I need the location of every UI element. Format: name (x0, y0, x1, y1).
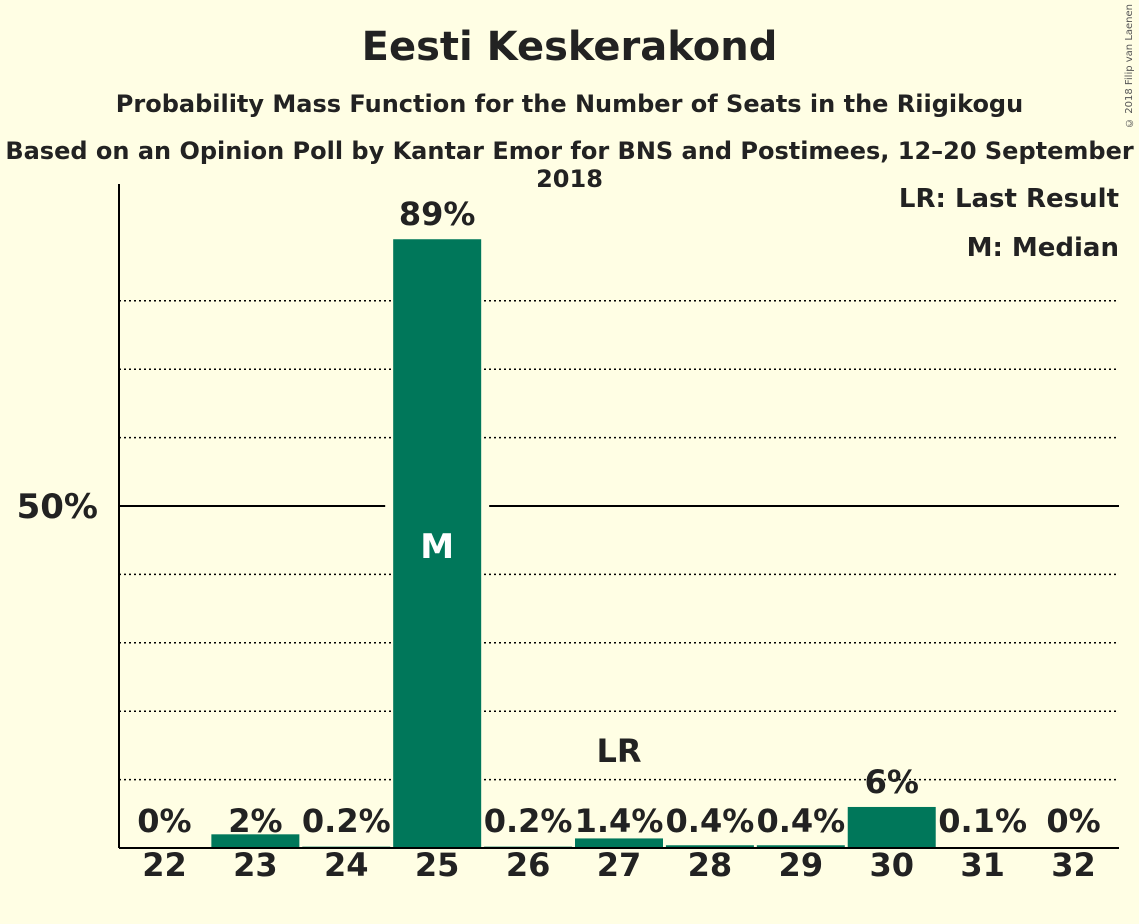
x-tick-label-30: 30 (869, 846, 914, 884)
value-label-24: 0.2% (302, 802, 391, 840)
legend-last-result: LR: Last Result (898, 184, 1119, 214)
x-tick-label-25: 25 (415, 846, 460, 884)
x-tick-label-29: 29 (779, 846, 824, 884)
x-tick-label-28: 28 (688, 846, 733, 884)
x-tick-label-22: 22 (142, 846, 187, 884)
value-label-26: 0.2% (484, 802, 573, 840)
bar-30 (847, 806, 936, 848)
gridlines (119, 300, 1119, 781)
bars (211, 239, 1027, 849)
bar-29 (756, 845, 845, 848)
x-tick-label-31: 31 (960, 846, 1005, 884)
last-result-marker: LR (596, 732, 641, 770)
labels: 50% 22 0% 23 2% 24 0.2% 25 89% M 26 0.2% 27 1.4% LR 28 0… (17, 195, 1101, 884)
value-label-25: 89% (399, 195, 476, 233)
x-tick-label-23: 23 (233, 846, 278, 884)
legend-median: M: Median (966, 233, 1119, 263)
bar-23 (211, 834, 300, 848)
value-label-22: 0% (137, 802, 191, 840)
x-tick-label-27: 27 (597, 846, 642, 884)
y-tick-label: 50% (17, 487, 98, 527)
chart-title: Eesti Keskerakond (361, 24, 778, 70)
bar-25 (393, 239, 482, 849)
value-label-27: 1.4% (575, 802, 664, 840)
x-tick-label-24: 24 (324, 846, 369, 884)
bar-27 (575, 838, 663, 848)
chart-source: Based on an Opinion Poll by Kantar Emor … (5, 137, 1134, 193)
value-label-29: 0.4% (756, 802, 845, 840)
chart-subtitle: Probability Mass Function for the Number… (115, 90, 1024, 118)
value-label-30: 6% (865, 763, 919, 801)
value-label-31: 0.1% (938, 802, 1027, 840)
value-label-28: 0.4% (666, 802, 755, 840)
x-tick-label-26: 26 (506, 846, 551, 884)
x-tick-label-32: 32 (1051, 846, 1096, 884)
value-label-32: 0% (1046, 802, 1100, 840)
value-label-23: 2% (228, 802, 282, 840)
bar-28 (665, 845, 754, 848)
median-marker: M (420, 527, 454, 567)
